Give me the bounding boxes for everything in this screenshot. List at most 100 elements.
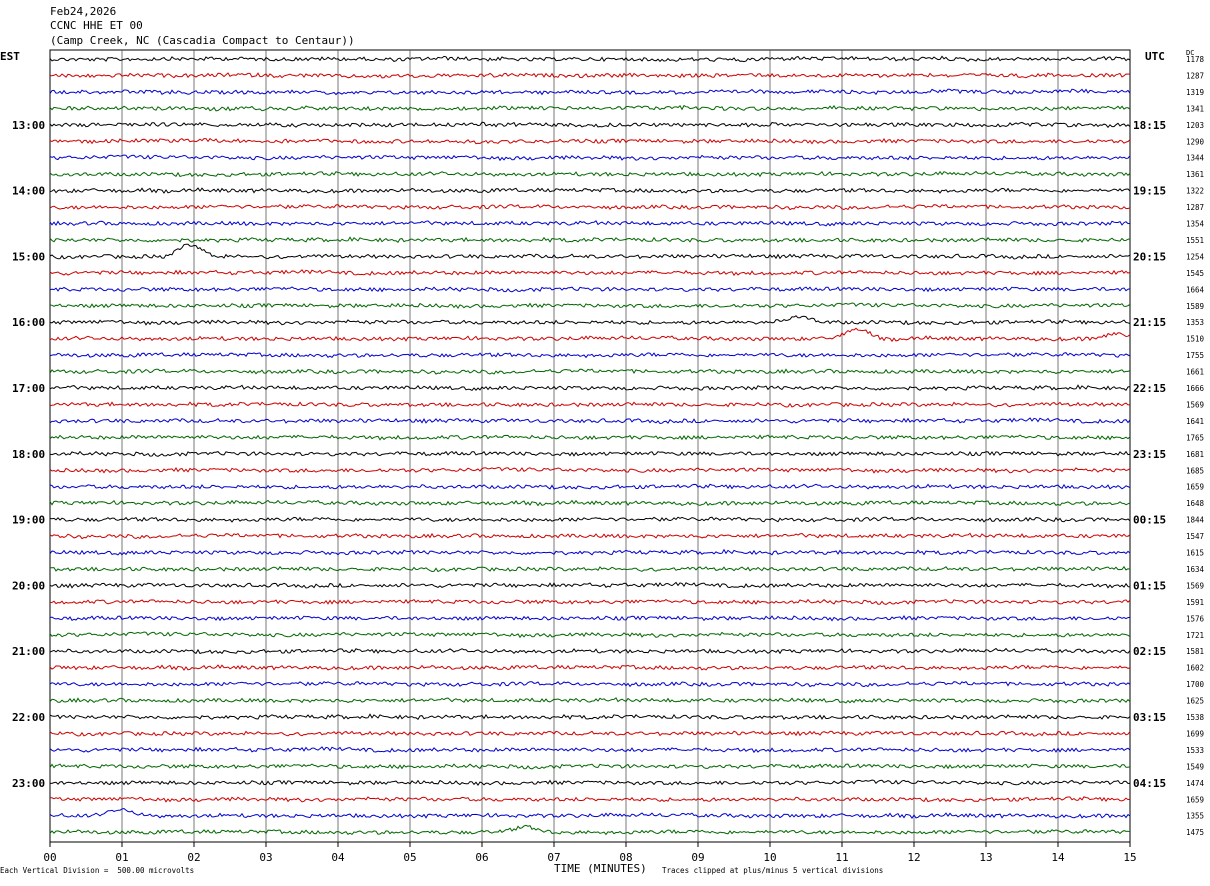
dc-offset-label: 1581 bbox=[1186, 647, 1204, 656]
utc-hour-label: 01:15 bbox=[1133, 579, 1166, 592]
trace-line bbox=[49, 713, 1131, 721]
dc-offset-label: 1721 bbox=[1186, 631, 1204, 640]
est-hour-label: 13:00 bbox=[12, 119, 45, 132]
dc-offset-label: 1576 bbox=[1186, 614, 1205, 623]
utc-hour-label: 02:15 bbox=[1133, 645, 1166, 658]
x-tick-label: 03 bbox=[259, 851, 272, 864]
utc-hour-label: 03:15 bbox=[1133, 711, 1166, 724]
dc-offset-label: 1344 bbox=[1186, 154, 1205, 163]
utc-hour-label: 19:15 bbox=[1133, 185, 1166, 198]
trace-line bbox=[49, 763, 1131, 770]
utc-hour-label: 00:15 bbox=[1133, 514, 1166, 527]
trace-line bbox=[49, 516, 1131, 523]
trace-line bbox=[49, 203, 1131, 211]
x-tick-label: 14 bbox=[1051, 851, 1065, 864]
trace-line bbox=[49, 401, 1130, 408]
trace-line bbox=[49, 220, 1131, 227]
dc-offset-label: 1625 bbox=[1186, 697, 1204, 706]
trace-line bbox=[49, 243, 1131, 260]
x-tick-label: 15 bbox=[1123, 851, 1136, 864]
x-tick-label: 10 bbox=[763, 851, 776, 864]
dc-offset-label: 1474 bbox=[1186, 779, 1205, 788]
dc-offset-label: 1765 bbox=[1186, 433, 1204, 442]
trace-line bbox=[49, 581, 1131, 589]
est-hour-label: 18:00 bbox=[12, 448, 45, 461]
dc-offset-label: 1533 bbox=[1186, 746, 1204, 755]
utc-hour-label: 18:15 bbox=[1133, 119, 1166, 132]
x-tick-label: 08 bbox=[619, 851, 632, 864]
x-tick-label: 05 bbox=[403, 851, 416, 864]
trace-line bbox=[49, 730, 1131, 737]
dc-offset-label: 1591 bbox=[1186, 598, 1204, 607]
trace-line bbox=[49, 327, 1131, 343]
dc-offset-label: 1615 bbox=[1186, 549, 1204, 558]
trace-line bbox=[49, 417, 1131, 425]
dc-offset-label: 1341 bbox=[1186, 104, 1204, 113]
dc-offset-label: 1648 bbox=[1186, 499, 1205, 508]
est-hour-label: 15:00 bbox=[12, 250, 45, 263]
trace-line bbox=[49, 746, 1131, 754]
trace-line bbox=[49, 154, 1131, 162]
trace-line bbox=[49, 368, 1131, 375]
trace-line bbox=[49, 269, 1131, 277]
dc-offset-label: 1203 bbox=[1186, 121, 1204, 130]
trace-line bbox=[49, 88, 1131, 96]
x-tick-label: 07 bbox=[547, 851, 560, 864]
clip-note: Traces clipped at plus/minus 5 vertical … bbox=[662, 866, 884, 875]
utc-axis-label: UTC bbox=[1145, 50, 1165, 63]
trace-line bbox=[49, 532, 1131, 540]
trace-line bbox=[49, 807, 1131, 819]
trace-line bbox=[49, 466, 1131, 474]
trace-line bbox=[49, 315, 1131, 326]
hour-labels: 1178 1287 1319 1341 1203 1290 1344 1361 1322 1287… bbox=[12, 55, 1205, 837]
dc-offset-label: 1178 bbox=[1186, 55, 1205, 64]
dc-offset-label: 1319 bbox=[1186, 88, 1204, 97]
trace-group bbox=[49, 55, 1131, 836]
x-tick-label: 00 bbox=[43, 851, 56, 864]
x-tick-label: 09 bbox=[691, 851, 704, 864]
trace-line bbox=[49, 615, 1131, 622]
trace-line bbox=[49, 72, 1131, 79]
est-hour-label: 17:00 bbox=[12, 382, 45, 395]
dc-offset-label: 1551 bbox=[1186, 236, 1204, 245]
dc-offset-label: 1685 bbox=[1186, 466, 1204, 475]
dc-offset-label: 1287 bbox=[1186, 203, 1204, 212]
trace-line bbox=[49, 302, 1131, 310]
dc-offset-label: 1547 bbox=[1186, 532, 1204, 541]
dc-offset-label: 1545 bbox=[1186, 269, 1204, 278]
trace-line bbox=[49, 548, 1131, 556]
utc-hour-label: 20:15 bbox=[1133, 250, 1166, 263]
trace-line bbox=[49, 664, 1131, 671]
dc-offset-label: 1290 bbox=[1186, 137, 1205, 146]
est-hour-label: 19:00 bbox=[12, 514, 45, 527]
x-tick-label: 06 bbox=[475, 851, 488, 864]
trace-line bbox=[49, 187, 1131, 194]
x-axis-title: TIME (MINUTES) bbox=[554, 862, 647, 875]
dc-offset-label: 1475 bbox=[1186, 828, 1204, 837]
dc-offset-label: 1659 bbox=[1186, 483, 1204, 492]
trace-line bbox=[49, 565, 1131, 573]
scale-note: Each Vertical Division = 500.00 microvol… bbox=[0, 866, 195, 875]
location-label: (Camp Creek, NC (Cascadia Compact to Cen… bbox=[50, 34, 355, 47]
dc-offset-label: 1659 bbox=[1186, 795, 1204, 804]
trace-line bbox=[49, 352, 1131, 359]
dc-offset-label: 1355 bbox=[1186, 812, 1204, 821]
date-label: Feb24,2026 bbox=[50, 5, 117, 18]
est-hour-label: 14:00 bbox=[12, 185, 45, 198]
dc-offset-label: 1661 bbox=[1186, 368, 1204, 377]
dc-offset-label: 1755 bbox=[1186, 351, 1204, 360]
x-tick-label: 13 bbox=[979, 851, 992, 864]
dc-offset-label: 1287 bbox=[1186, 71, 1204, 80]
est-axis-label: EST bbox=[0, 50, 20, 63]
station-label: CCNC HHE ET 00 bbox=[50, 19, 143, 32]
utc-hour-label: 04:15 bbox=[1133, 777, 1166, 790]
plot-frame bbox=[49, 49, 1131, 843]
trace-line bbox=[49, 55, 1131, 63]
dc-offset-label: 1700 bbox=[1186, 680, 1205, 689]
dc-label: DC bbox=[1186, 49, 1195, 57]
dc-offset-label: 1602 bbox=[1186, 664, 1204, 673]
dc-offset-label: 1634 bbox=[1186, 565, 1205, 574]
trace-line bbox=[49, 598, 1131, 605]
x-tick-labels: 00 01 02 03 04 05 06 07 08 09 10 11 12 13 14 15 bbox=[43, 842, 1137, 864]
est-hour-label: 20:00 bbox=[12, 579, 45, 592]
